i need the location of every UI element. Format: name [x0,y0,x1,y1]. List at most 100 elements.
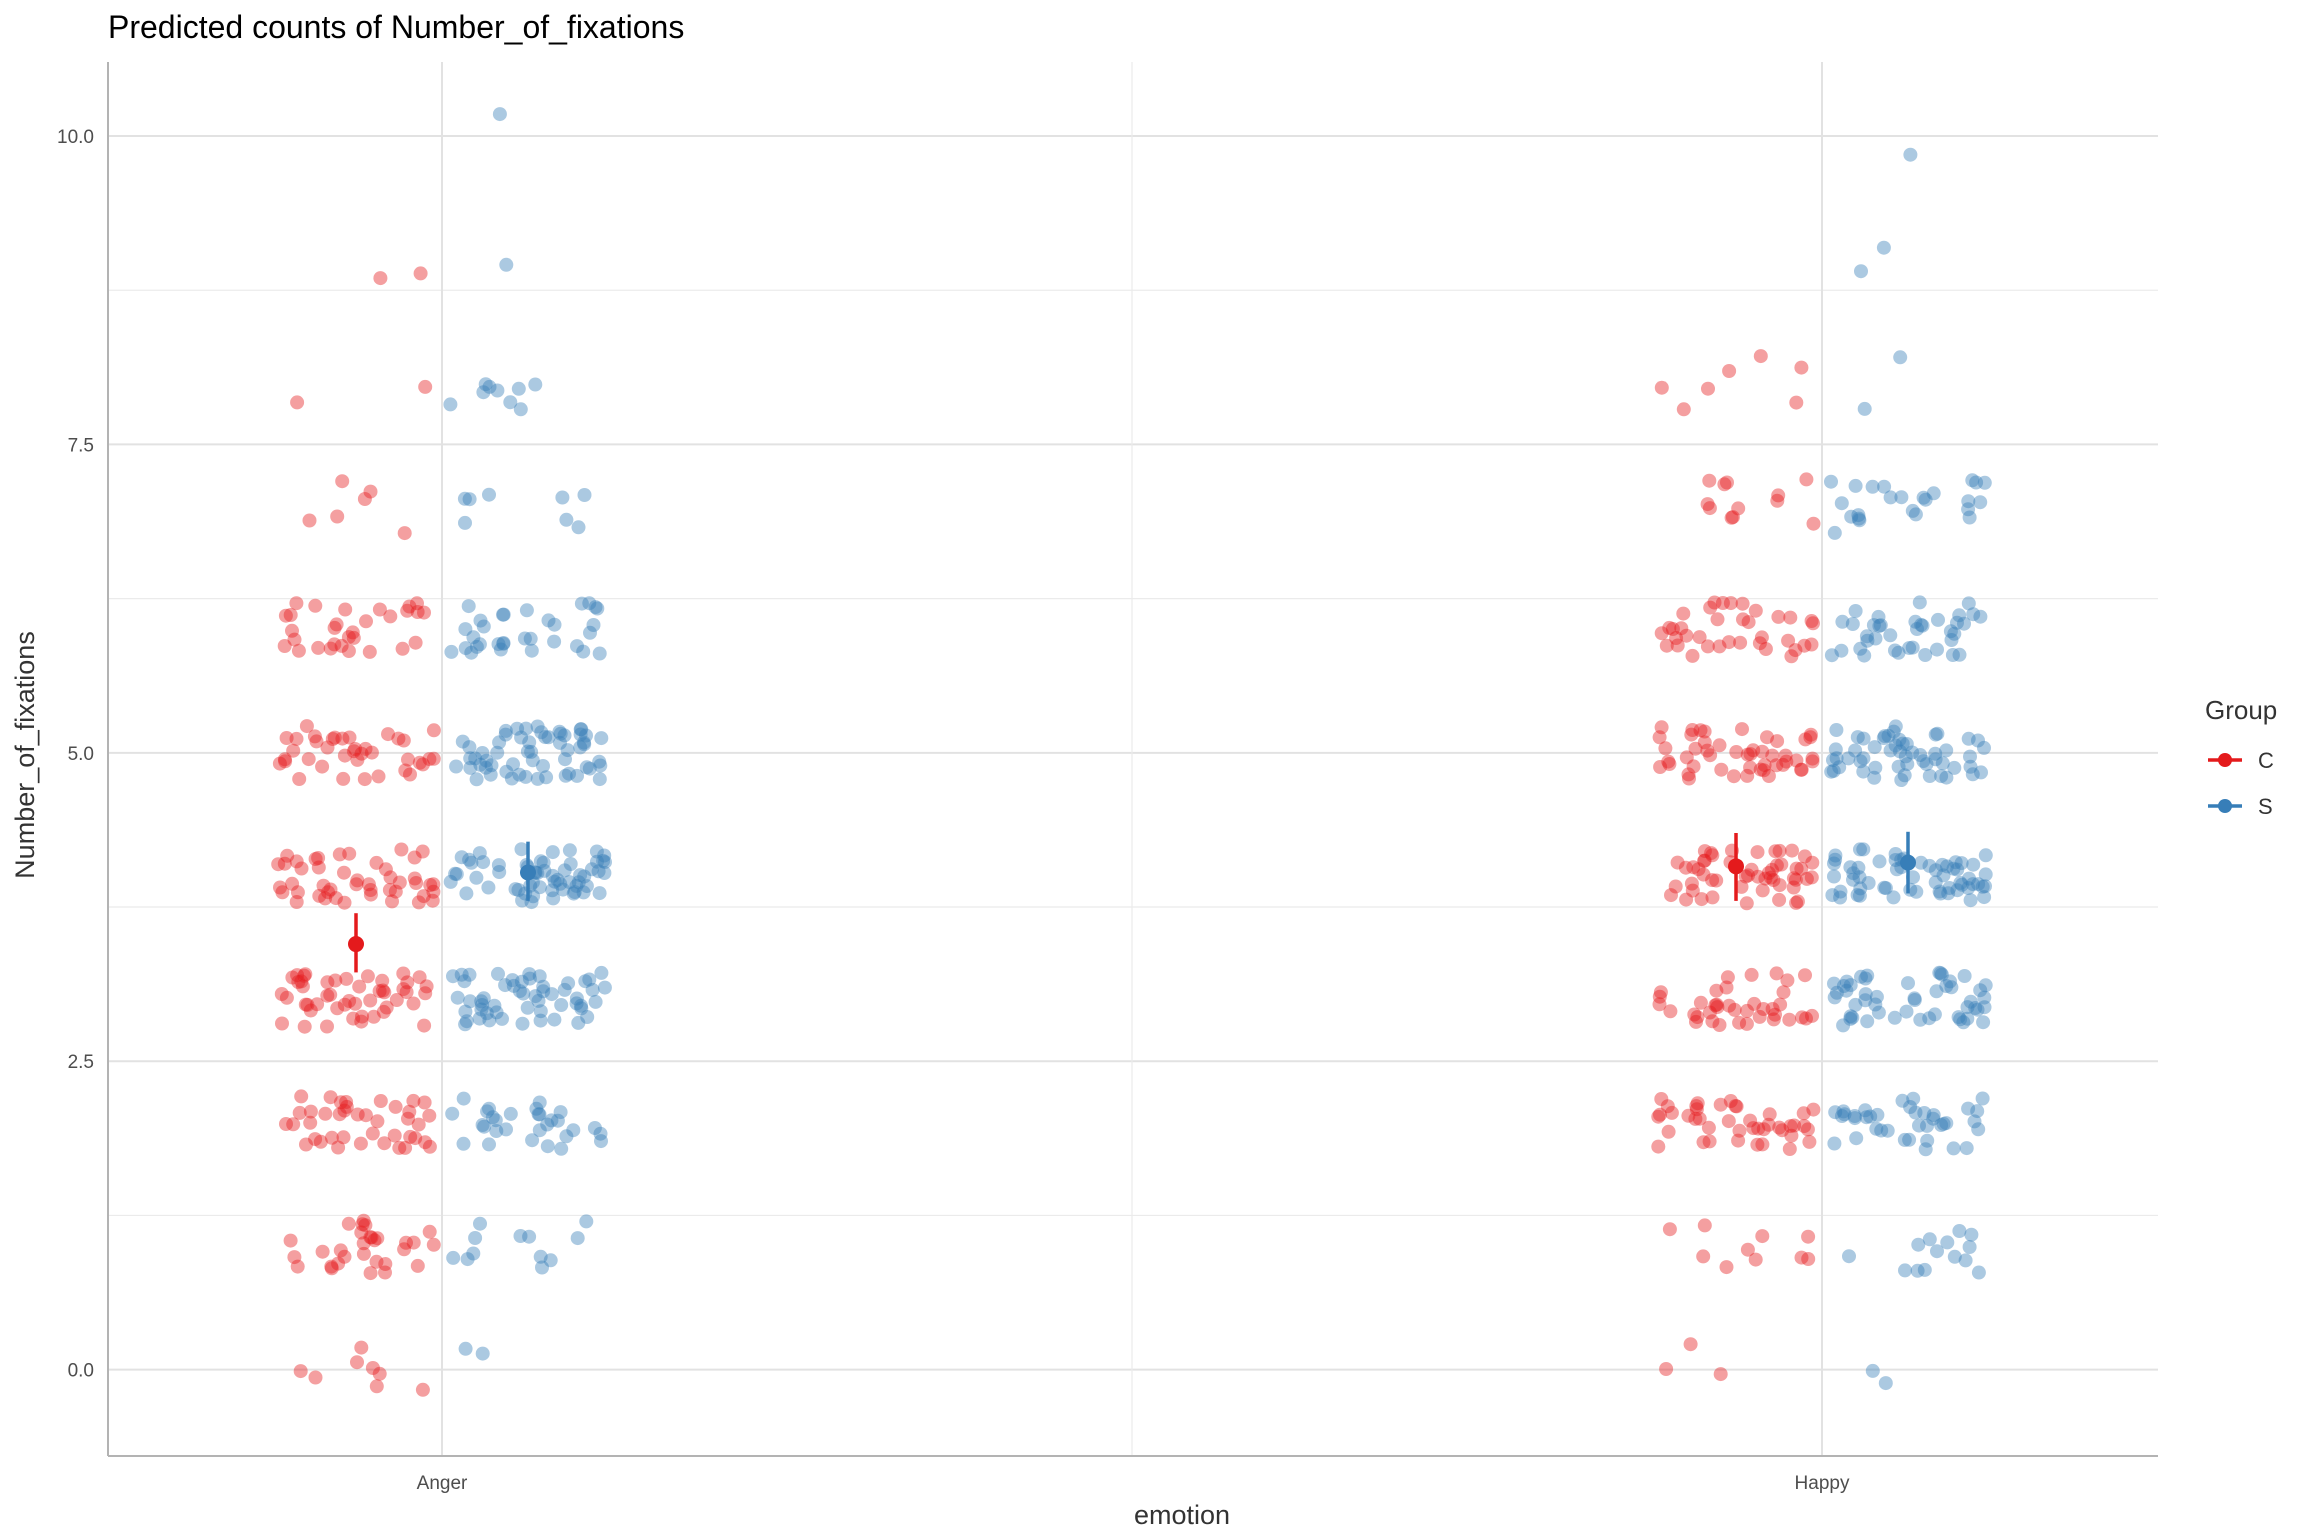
observed-point [1853,754,1868,769]
observed-point [1761,769,1776,783]
observed-point [1786,880,1801,895]
observed-point [522,1229,537,1244]
observed-point [503,395,518,410]
observed-point [299,1137,313,1152]
observed-point [1741,868,1755,883]
observed-point [1697,844,1712,859]
observed-point [1926,486,1941,501]
observed-point [482,379,497,394]
observed-point [458,1341,473,1356]
observed-point [1897,1132,1912,1147]
observed-point [417,605,431,620]
observed-point [498,978,513,993]
observed-point [346,1011,361,1026]
observed-point [1752,1009,1767,1024]
observed-point [573,722,588,737]
observed-point [1935,857,1950,872]
observed-point [315,759,330,774]
observed-point [1922,1011,1937,1026]
observed-point [360,969,375,984]
observed-point [514,842,529,857]
observed-point [337,748,352,763]
observed-point [592,754,607,769]
observed-point [1765,1002,1780,1016]
observed-point [541,730,556,745]
observed-point [1689,1099,1704,1114]
observed-point [1967,1114,1982,1129]
observed-point [1920,1133,1935,1148]
observed-point [1857,401,1872,416]
observed-point [1957,616,1971,631]
observed-point [1905,503,1920,518]
observed-point [1910,1263,1925,1278]
observed-point [554,998,569,1012]
observed-point [1701,381,1715,396]
observed-point [577,869,592,884]
observed-point [277,752,292,767]
observed-point [597,980,612,995]
observed-point [458,1004,473,1019]
observed-point [1966,607,1981,622]
observed-point [1753,762,1768,777]
observed-point [1934,769,1949,784]
observed-point [1970,1104,1985,1119]
observed-point [1701,1120,1716,1135]
observed-point [373,271,388,286]
observed-point [498,723,513,738]
observed-point [1964,1227,1979,1242]
observed-point [570,639,584,654]
predicted-point [348,936,364,953]
observed-point [1848,743,1863,758]
observed-point [1712,1018,1727,1032]
observed-point [536,759,550,773]
observed-point [311,640,326,655]
observed-point [1881,728,1896,743]
observed-point [333,1243,348,1258]
observed-point [365,1361,380,1375]
observed-point [528,377,543,392]
observed-point [285,970,300,985]
observed-point [289,895,304,909]
observed-point [1914,855,1928,870]
observed-point [512,984,527,999]
observed-point [418,379,433,394]
observed-point [363,1266,378,1281]
observed-point [1765,862,1779,877]
observed-point [1694,892,1709,907]
observed-point [341,1216,356,1231]
observed-point [354,1225,369,1240]
observed-point [1798,968,1812,983]
observed-point [1806,616,1820,631]
observed-point [1880,1123,1895,1138]
observed-point [1913,1012,1928,1027]
observed-point [1853,881,1868,896]
observed-point [554,1141,569,1156]
observed-point [1804,637,1819,652]
observed-point [1771,609,1786,624]
observed-point [1888,738,1903,753]
observed-point [592,772,607,787]
observed-point [1957,969,1972,983]
observed-point [1950,883,1965,898]
observed-point [394,842,409,857]
observed-point [1931,612,1945,627]
observed-point [1888,643,1902,658]
observed-point [458,622,473,637]
observed-point [1843,978,1858,993]
observed-point [1828,1105,1843,1120]
observed-point [1824,648,1839,663]
observed-point [566,886,581,901]
observed-point [1684,876,1699,891]
observed-point [1780,973,1795,988]
observed-point [489,1124,504,1138]
observed-point [415,1382,430,1397]
observed-point [458,641,473,656]
observed-point [1689,1102,1704,1117]
observed-point [561,976,576,991]
observed-point [499,1122,513,1137]
observed-point [1944,633,1959,647]
observed-point [1732,1123,1747,1138]
observed-point [472,1011,487,1026]
observed-point [488,1113,503,1128]
observed-point [444,644,459,659]
